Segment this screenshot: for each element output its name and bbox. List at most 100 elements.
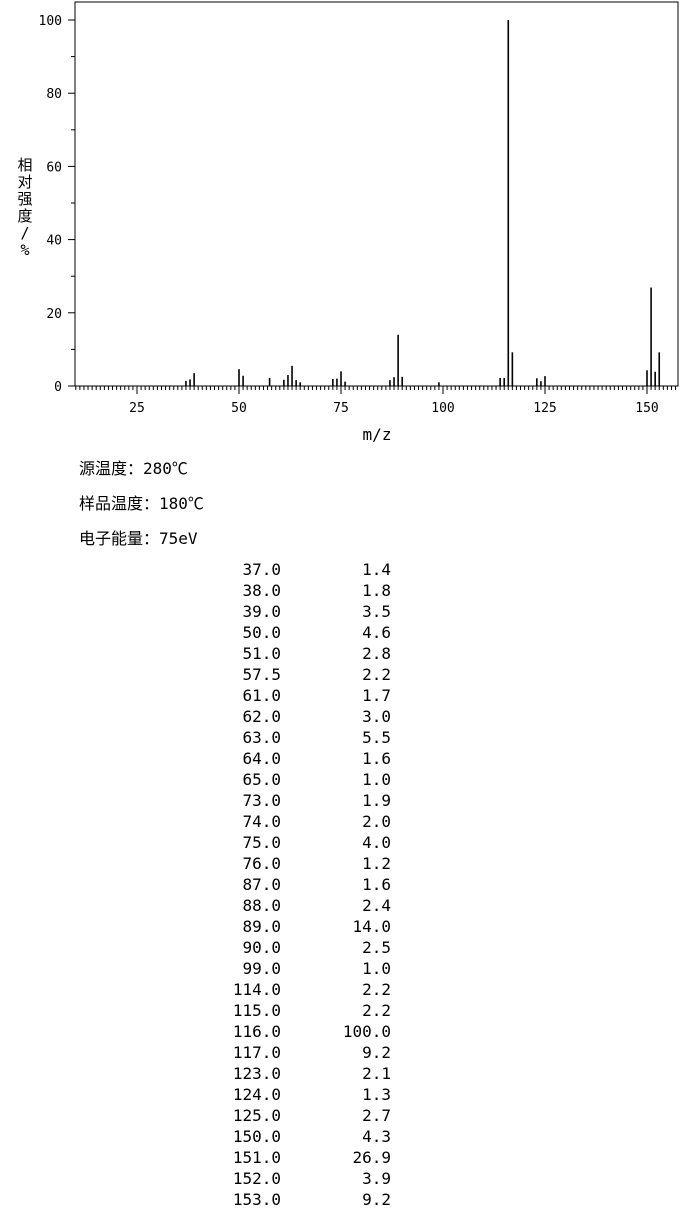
- mz-value: 153.0: [232, 1190, 281, 1209]
- table-row: 99.0 1.0: [0, 959, 400, 980]
- intensity-value: 2.4: [362, 896, 391, 915]
- y-tick-label: 80: [46, 87, 62, 102]
- table-row: 62.0 3.0: [0, 707, 400, 728]
- intensity-value: 2.2: [362, 980, 391, 999]
- intensity-value: 4.3: [362, 1127, 391, 1146]
- mz-value: 125.0: [232, 1106, 281, 1125]
- intensity-value: 9.2: [362, 1190, 391, 1209]
- mz-value: 62.0: [242, 707, 281, 726]
- mz-value: 74.0: [242, 812, 281, 831]
- mz-value: 87.0: [242, 875, 281, 894]
- table-row: 37.0 1.4: [0, 560, 400, 581]
- plot-frame: [74, 1, 679, 387]
- table-row: 51.0 2.8: [0, 644, 400, 665]
- table-row: 76.0 1.2: [0, 854, 400, 875]
- table-row: 150.0 4.3: [0, 1127, 400, 1148]
- table-row: 61.0 1.7: [0, 686, 400, 707]
- mz-value: 150.0: [232, 1127, 281, 1146]
- table-row: 151.0 26.9: [0, 1148, 400, 1169]
- table-row: 38.0 1.8: [0, 581, 400, 602]
- intensity-value: 1.6: [362, 875, 391, 894]
- intensity-value: 2.5: [362, 938, 391, 957]
- intensity-value: 2.2: [362, 665, 391, 684]
- mz-value: 89.0: [242, 917, 281, 936]
- sample-temperature: 样品温度：180℃: [79, 494, 204, 513]
- y-axis-label-char: 度: [17, 207, 32, 225]
- y-tick-label: 60: [46, 160, 62, 175]
- table-row: 73.0 1.9: [0, 791, 400, 812]
- mz-value: 61.0: [242, 686, 281, 705]
- y-axis: 0 20 40 60 80 100: [39, 14, 75, 395]
- y-axis-label-char: 相: [17, 156, 32, 174]
- mz-value: 37.0: [242, 560, 281, 579]
- mz-value: 151.0: [232, 1148, 281, 1167]
- intensity-value: 1.7: [362, 686, 391, 705]
- mz-value: 114.0: [232, 980, 281, 999]
- y-axis-label-char: 对: [17, 173, 32, 191]
- table-row: 74.0 2.0: [0, 812, 400, 833]
- table-row: 50.0 4.6: [0, 623, 400, 644]
- table-row: 152.0 3.9: [0, 1169, 400, 1190]
- table-row: 153.0 9.2: [0, 1190, 400, 1211]
- intensity-value: 26.9: [352, 1148, 391, 1167]
- source-temperature: 源温度：280℃: [79, 459, 188, 478]
- intensity-value: 2.8: [362, 644, 391, 663]
- mz-value: 39.0: [242, 602, 281, 621]
- y-axis-label-char: /: [20, 224, 29, 242]
- mz-value: 65.0: [242, 770, 281, 789]
- x-tick-label: 50: [231, 401, 247, 416]
- intensity-value: 5.5: [362, 728, 391, 747]
- mz-value: 63.0: [242, 728, 281, 747]
- y-tick-label: 0: [54, 380, 62, 395]
- electron-energy: 电子能量：75eV: [79, 529, 198, 548]
- mz-value: 50.0: [242, 623, 281, 642]
- intensity-value: 1.9: [362, 791, 391, 810]
- table-row: 117.0 9.2: [0, 1043, 400, 1064]
- y-axis-label-char: 强: [17, 190, 32, 208]
- intensity-value: 3.0: [362, 707, 391, 726]
- table-row: 123.0 2.1: [0, 1064, 400, 1085]
- table-row: 65.0 1.0: [0, 770, 400, 791]
- intensity-value: 2.1: [362, 1064, 391, 1083]
- table-row: 124.0 1.3: [0, 1085, 400, 1106]
- table-row: 114.0 2.2: [0, 980, 400, 1001]
- intensity-value: 1.0: [362, 959, 391, 978]
- table-row: 89.0 14.0: [0, 917, 400, 938]
- peak-bars: [185, 20, 661, 386]
- x-axis-label: m/z: [363, 425, 392, 444]
- intensity-value: 100.0: [342, 1022, 391, 1041]
- intensity-value: 1.2: [362, 854, 391, 873]
- intensity-value: 1.0: [362, 770, 391, 789]
- table-row: 90.0 2.5: [0, 938, 400, 959]
- mz-value: 38.0: [242, 581, 281, 600]
- mz-value: 51.0: [242, 644, 281, 663]
- table-row: 87.0 1.6: [0, 875, 400, 896]
- mz-value: 75.0: [242, 833, 281, 852]
- y-tick-label: 20: [46, 307, 62, 322]
- intensity-value: 3.5: [362, 602, 391, 621]
- mz-value: 117.0: [232, 1043, 281, 1062]
- intensity-value: 1.8: [362, 581, 391, 600]
- intensity-value: 3.9: [362, 1169, 391, 1188]
- table-row: 64.0 1.6: [0, 749, 400, 770]
- intensity-value: 1.6: [362, 749, 391, 768]
- mz-value: 152.0: [232, 1169, 281, 1188]
- mz-value: 90.0: [242, 938, 281, 957]
- y-axis-label-char: %: [20, 241, 29, 259]
- y-tick-label: 100: [39, 14, 62, 29]
- mz-value: 123.0: [232, 1064, 281, 1083]
- table-row: 115.0 2.2: [0, 1001, 400, 1022]
- mz-value: 57.5: [242, 665, 281, 684]
- mz-value: 124.0: [232, 1085, 281, 1104]
- mz-value: 76.0: [242, 854, 281, 873]
- intensity-value: 2.7: [362, 1106, 391, 1125]
- table-row: 125.0 2.7: [0, 1106, 400, 1127]
- mz-value: 73.0: [242, 791, 281, 810]
- x-tick-label: 125: [533, 401, 556, 416]
- table-row: 57.5 2.2: [0, 665, 400, 686]
- x-tick-label: 75: [333, 401, 349, 416]
- mz-value: 99.0: [242, 959, 281, 978]
- mz-value: 115.0: [232, 1001, 281, 1020]
